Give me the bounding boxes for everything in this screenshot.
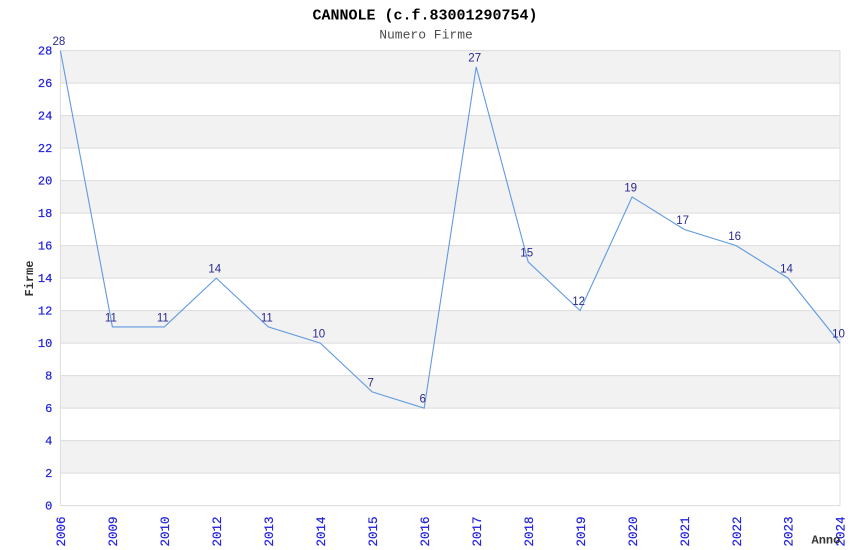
svg-text:10: 10 xyxy=(832,329,845,341)
svg-text:11: 11 xyxy=(157,312,169,324)
svg-text:2014: 2014 xyxy=(315,516,329,546)
svg-text:2010: 2010 xyxy=(159,516,173,546)
svg-text:28: 28 xyxy=(38,45,52,59)
svg-text:24: 24 xyxy=(38,110,52,124)
svg-text:2016: 2016 xyxy=(419,516,433,546)
svg-text:15: 15 xyxy=(520,247,533,259)
svg-text:0: 0 xyxy=(45,500,52,514)
svg-text:12: 12 xyxy=(572,296,585,308)
svg-text:2018: 2018 xyxy=(523,516,537,546)
svg-text:2012: 2012 xyxy=(211,516,225,546)
svg-text:11: 11 xyxy=(261,312,273,324)
svg-text:2013: 2013 xyxy=(263,516,277,546)
svg-text:18: 18 xyxy=(38,207,52,221)
svg-text:2015: 2015 xyxy=(367,516,381,546)
svg-text:22: 22 xyxy=(38,142,52,156)
svg-text:2024: 2024 xyxy=(835,516,849,546)
svg-text:Anno: Anno xyxy=(812,534,841,548)
svg-text:27: 27 xyxy=(468,52,481,64)
svg-text:10: 10 xyxy=(312,329,325,341)
svg-text:2019: 2019 xyxy=(575,516,589,546)
svg-text:Firme: Firme xyxy=(23,260,37,296)
svg-text:10: 10 xyxy=(38,337,52,351)
svg-text:2021: 2021 xyxy=(679,516,693,546)
svg-text:20: 20 xyxy=(38,175,52,189)
svg-text:14: 14 xyxy=(38,272,52,286)
svg-text:6: 6 xyxy=(45,402,52,416)
svg-text:26: 26 xyxy=(38,77,52,91)
svg-text:6: 6 xyxy=(419,394,425,406)
svg-text:2009: 2009 xyxy=(107,516,121,546)
svg-text:4: 4 xyxy=(45,435,52,449)
svg-text:7: 7 xyxy=(367,377,373,389)
svg-text:2006: 2006 xyxy=(55,516,69,546)
svg-text:Numero Firme: Numero Firme xyxy=(379,28,473,43)
svg-text:16: 16 xyxy=(38,240,52,254)
svg-text:2022: 2022 xyxy=(731,516,745,546)
svg-text:14: 14 xyxy=(780,264,793,276)
svg-text:2023: 2023 xyxy=(783,516,797,546)
svg-text:12: 12 xyxy=(38,305,52,319)
svg-text:8: 8 xyxy=(45,370,52,384)
svg-text:14: 14 xyxy=(208,264,221,276)
svg-text:2017: 2017 xyxy=(471,516,485,546)
svg-text:28: 28 xyxy=(53,36,66,48)
svg-text:17: 17 xyxy=(676,215,689,227)
svg-text:19: 19 xyxy=(624,182,637,194)
svg-text:16: 16 xyxy=(728,231,741,243)
svg-text:2: 2 xyxy=(45,467,52,481)
svg-text:11: 11 xyxy=(105,312,117,324)
svg-text:2020: 2020 xyxy=(627,516,641,546)
svg-text:CANNOLE (c.f.83001290754): CANNOLE (c.f.83001290754) xyxy=(312,8,537,25)
